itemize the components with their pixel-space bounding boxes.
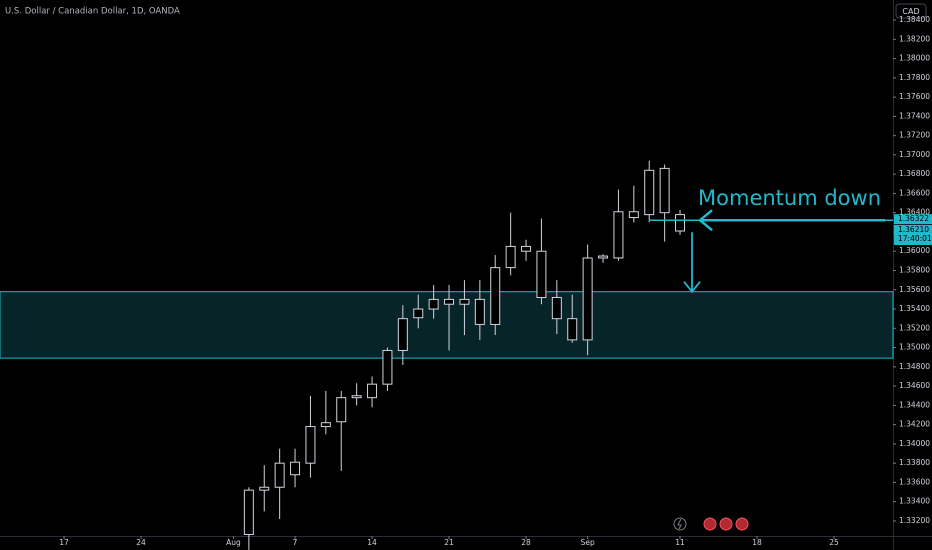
y-tick-label: 1.35800 bbox=[899, 266, 930, 275]
y-tick-label: 1.34200 bbox=[899, 420, 930, 429]
candle-body bbox=[336, 397, 347, 423]
y-tick-label: 1.33600 bbox=[899, 477, 930, 486]
x-tick-label: 11 bbox=[675, 538, 685, 547]
x-tick-label: 25 bbox=[829, 538, 839, 547]
icon[interactable] bbox=[735, 517, 749, 531]
y-tick-label: 1.35600 bbox=[899, 285, 930, 294]
arrow-down bbox=[683, 232, 701, 294]
candle-body bbox=[490, 267, 501, 325]
candle-body bbox=[521, 245, 532, 252]
candle-body bbox=[474, 298, 485, 325]
candle-body bbox=[290, 461, 301, 476]
candle-body bbox=[428, 298, 439, 310]
candle-body bbox=[598, 255, 609, 259]
candle-body bbox=[444, 298, 455, 305]
y-tick-label: 1.38200 bbox=[899, 34, 930, 43]
candle-body bbox=[351, 395, 362, 399]
y-tick-label: 1.38000 bbox=[899, 54, 930, 63]
icon[interactable] bbox=[703, 517, 717, 531]
candle-body bbox=[536, 250, 547, 298]
chart-title: U.S. Dollar / Canadian Dollar, 1D, OANDA bbox=[5, 7, 180, 17]
icon-glyph bbox=[677, 518, 682, 530]
candle-body bbox=[305, 426, 316, 464]
candle-body bbox=[274, 462, 285, 488]
candle-body bbox=[644, 169, 655, 216]
y-tick-label: 1.37400 bbox=[899, 111, 930, 120]
candle-body bbox=[551, 296, 562, 320]
y-tick-label: 1.37200 bbox=[899, 131, 930, 140]
y-tick-label: 1.37600 bbox=[899, 92, 930, 101]
x-tick-label: Sep bbox=[581, 538, 595, 547]
y-tick-label: 1.35400 bbox=[899, 304, 930, 313]
candle-body bbox=[659, 167, 670, 214]
y-tick-label: 1.37800 bbox=[899, 73, 930, 82]
candle-body bbox=[675, 214, 686, 232]
x-tick-label: 7 bbox=[293, 538, 298, 547]
candle-body bbox=[243, 489, 254, 535]
candle-body bbox=[413, 308, 424, 319]
y-tick-label: 1.36000 bbox=[899, 246, 930, 255]
candle-body bbox=[367, 383, 378, 399]
x-tick-label: 18 bbox=[752, 538, 762, 547]
candle-body bbox=[459, 298, 470, 305]
currency-button[interactable] bbox=[895, 3, 927, 19]
y-tick-label: 1.34800 bbox=[899, 362, 930, 371]
x-tick-label: 24 bbox=[136, 538, 146, 547]
candle-body bbox=[628, 211, 639, 219]
hline-label-bg bbox=[894, 214, 932, 225]
x-tick-label: 28 bbox=[521, 538, 531, 547]
y-tick-label: 1.35200 bbox=[899, 323, 930, 332]
candle-body bbox=[613, 211, 624, 259]
y-tick-label: 1.35000 bbox=[899, 343, 930, 352]
candle-body bbox=[382, 349, 393, 385]
y-tick-label: 1.33400 bbox=[899, 497, 930, 506]
annotation: Momentum down bbox=[698, 186, 881, 210]
y-tick-label: 1.38400 bbox=[899, 15, 930, 24]
y-tick-label: 1.33200 bbox=[899, 516, 930, 525]
x-tick-label: 17 bbox=[59, 538, 69, 547]
y-tick-label: 1.36800 bbox=[899, 169, 930, 178]
arrow-left bbox=[698, 209, 886, 232]
candle-body bbox=[259, 486, 270, 491]
y-tick-label: 1.37000 bbox=[899, 150, 930, 159]
candle-body bbox=[397, 318, 408, 351]
y-tick-label: 1.34600 bbox=[899, 381, 930, 390]
bottom-icons bbox=[673, 517, 749, 531]
x-tick-label: 14 bbox=[367, 538, 377, 547]
candle-body bbox=[582, 257, 593, 341]
last-price-bg bbox=[894, 225, 932, 246]
x-tick-label: 21 bbox=[444, 538, 454, 547]
candle-body bbox=[320, 422, 331, 428]
y-tick-label: 1.33800 bbox=[899, 458, 930, 467]
hline-label: 1.36322 bbox=[898, 214, 929, 223]
icon[interactable] bbox=[673, 517, 687, 531]
countdown: 17:40:01 bbox=[898, 234, 932, 243]
x-tick-label: Aug bbox=[226, 538, 241, 547]
y-tick-label: 1.36600 bbox=[899, 188, 930, 197]
icon[interactable] bbox=[719, 517, 733, 531]
y-tick-label: 1.34400 bbox=[899, 400, 930, 409]
y-tick-label: 1.36400 bbox=[899, 208, 930, 217]
candle-body bbox=[567, 318, 578, 341]
currency-label[interactable]: CAD bbox=[902, 7, 919, 16]
candle-body bbox=[505, 245, 516, 269]
last-price-label: 1.36210 bbox=[898, 225, 929, 234]
y-tick-label: 1.34000 bbox=[899, 439, 930, 448]
